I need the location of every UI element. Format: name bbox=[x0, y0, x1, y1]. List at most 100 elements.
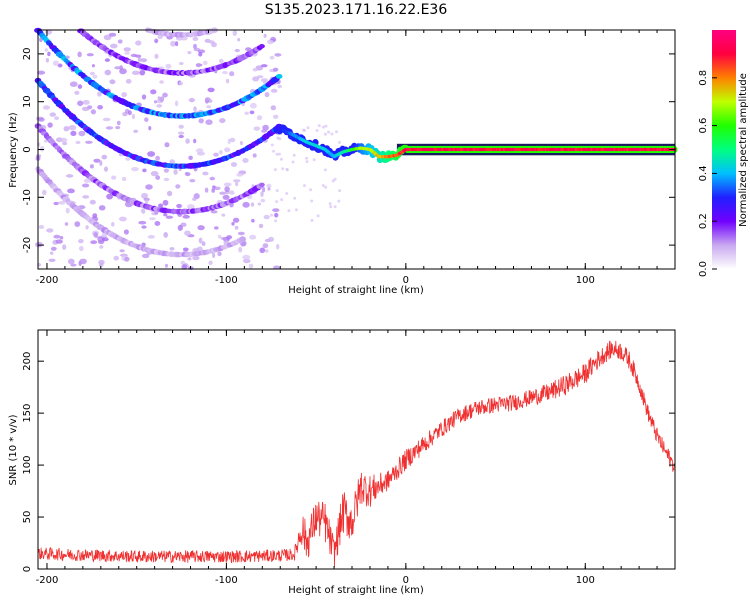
spectrogram-speckle bbox=[119, 216, 127, 222]
spectrogram-speckle bbox=[182, 247, 189, 252]
spectrogram-speckle bbox=[272, 149, 276, 153]
spectrogram-speckle bbox=[97, 91, 102, 97]
spectrogram-speckle bbox=[294, 208, 298, 212]
spectrogram-speckle bbox=[75, 140, 81, 145]
spectrogram-speckle bbox=[316, 214, 320, 218]
spectrogram-speckle bbox=[74, 90, 80, 95]
spectrogram-speckle bbox=[57, 201, 66, 205]
spectrogram-speckle bbox=[131, 167, 139, 172]
spectrogram-speckle bbox=[218, 58, 224, 64]
spectrogram-speckle bbox=[195, 62, 201, 68]
spectrogram-speckle bbox=[306, 126, 310, 130]
spectrogram-speckle bbox=[252, 76, 260, 82]
spectrogram-speckle bbox=[67, 188, 75, 194]
spectrogram-speckle bbox=[195, 148, 204, 153]
y-tick-label: 20 bbox=[22, 48, 33, 61]
spectrogram-speckle bbox=[262, 186, 266, 193]
spectrogram-speckle bbox=[238, 246, 243, 253]
spectrogram-speckle bbox=[70, 130, 77, 136]
spectrogram-speckle bbox=[206, 105, 212, 109]
spectrogram-speckle bbox=[37, 117, 45, 122]
spectrogram-speckle bbox=[264, 238, 271, 243]
spectrogram-speckle bbox=[52, 60, 59, 66]
spectrogram-speckle bbox=[212, 185, 216, 189]
y-tick-label: 10 bbox=[22, 95, 33, 108]
spectrogram-speckle bbox=[163, 232, 168, 238]
spectrogram-speckle bbox=[276, 243, 280, 250]
spectrogram-speckle bbox=[209, 176, 215, 181]
spectrogram-speckle bbox=[131, 70, 140, 76]
spectrogram-speckle bbox=[221, 213, 226, 217]
spectrogram-speckle bbox=[177, 224, 183, 231]
spectrogram-speckle bbox=[38, 225, 45, 229]
spectrogram-speckle bbox=[101, 154, 108, 160]
spectrogram-speckle bbox=[219, 118, 226, 124]
spectrogram-speckle bbox=[250, 102, 257, 109]
spectrogram-speckle bbox=[159, 96, 165, 102]
spectrogram-speckle bbox=[337, 199, 341, 203]
spectrogram-speckle bbox=[50, 251, 54, 255]
spectrogram-speckle bbox=[229, 71, 235, 77]
spectrogram-speckle bbox=[222, 71, 228, 75]
spectrogram-speckle bbox=[205, 97, 211, 102]
spectrogram-speckle bbox=[74, 221, 81, 228]
spectrogram-speckle bbox=[324, 124, 328, 128]
spectrogram-speckle bbox=[198, 237, 203, 244]
spectrogram-speckle bbox=[170, 40, 176, 47]
spectrogram-speckle bbox=[251, 218, 255, 223]
spectrogram-speckle bbox=[261, 129, 267, 133]
spectrogram-speckle bbox=[234, 225, 239, 230]
spectrogram-speckle bbox=[90, 109, 96, 115]
spectrogram-speckle bbox=[202, 171, 209, 176]
spectrogram-speckle bbox=[97, 105, 103, 110]
colorbar-gradient bbox=[712, 30, 736, 269]
spectrogram-speckle bbox=[60, 137, 68, 143]
spectrogram-speckle bbox=[147, 235, 155, 239]
spectrogram-speckle bbox=[85, 140, 93, 144]
spectrogram-speckle bbox=[210, 210, 218, 214]
spectrogram-speckle bbox=[211, 187, 215, 193]
snr-panel: -200 -100 0 100 0 50 100 150 200 Height of strai… bbox=[8, 329, 676, 596]
spectrogram-speckle bbox=[66, 174, 74, 178]
spectrogram-speckle bbox=[217, 251, 222, 257]
spectrogram-speckle bbox=[121, 92, 128, 98]
spectrogram-speckle bbox=[220, 237, 228, 240]
spectrogram-speckle bbox=[315, 129, 319, 132]
colorbar-tick-label: 0.0 bbox=[698, 261, 709, 277]
spectrogram-speckle bbox=[267, 187, 271, 191]
spectrogram-speckle bbox=[273, 114, 279, 120]
spectrogram-speckle bbox=[312, 158, 316, 162]
spectrogram-speckle bbox=[197, 151, 205, 156]
spectrogram-ylabel: Frequency (Hz) bbox=[8, 112, 19, 188]
spectrogram-speckle bbox=[270, 105, 276, 111]
spectrogram-speckle bbox=[277, 152, 281, 156]
spectrogram-speckle bbox=[260, 198, 266, 203]
spectrogram-speckle bbox=[260, 64, 268, 68]
spectrogram-speckle bbox=[237, 231, 245, 236]
snr-ylabel: SNR (10 * v/v) bbox=[8, 414, 19, 485]
spectrogram-speckle bbox=[176, 203, 183, 209]
spectrogram-speckle bbox=[184, 230, 191, 236]
spectrogram-speckle bbox=[293, 196, 297, 200]
spectrogram-speckle bbox=[275, 189, 279, 193]
snr-marks bbox=[38, 340, 675, 568]
spectrogram-speckle bbox=[250, 202, 255, 207]
spectrogram-speckle bbox=[229, 190, 235, 195]
spectrogram-speckle bbox=[219, 191, 227, 195]
spectrogram-speckle bbox=[117, 39, 123, 44]
spectrogram-speckle bbox=[111, 175, 117, 180]
spectrogram-speckle bbox=[310, 199, 314, 203]
spectrogram-speckle bbox=[155, 175, 161, 180]
spectrogram-speckle bbox=[111, 222, 115, 227]
spectrogram-speckle bbox=[274, 212, 279, 218]
spectrogram-speckle bbox=[110, 43, 118, 49]
spectrogram-speckle bbox=[50, 246, 57, 251]
spectrogram-speckle bbox=[175, 41, 179, 47]
spectrogram-speckle bbox=[97, 239, 105, 245]
spectrogram-speckle bbox=[275, 200, 279, 204]
spectrogram-speckle bbox=[144, 117, 149, 122]
spectrogram-speckle bbox=[103, 34, 112, 41]
spectrogram-speckle bbox=[274, 219, 277, 223]
x-tick-label: -200 bbox=[36, 275, 59, 286]
